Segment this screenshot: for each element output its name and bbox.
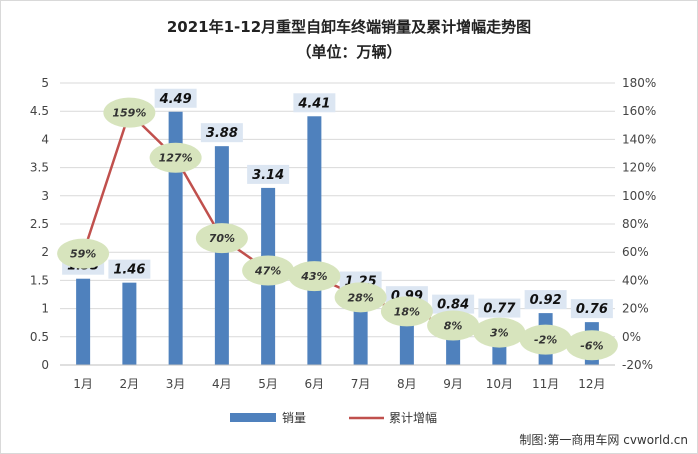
x-tick-label: 6月 <box>305 377 325 391</box>
axis-layer: 0 0.5 1 1.5 2 2.5 3 3.5 4 4.5 5 -20% 0% 20% 40% 60% 80% 1… <box>30 76 656 391</box>
growth-bubble <box>149 142 202 173</box>
bar <box>168 111 183 365</box>
growth-label: 43% <box>300 270 327 283</box>
growth-bubble <box>565 330 618 361</box>
bar-value-label-bg <box>478 298 521 318</box>
bar-value-label: 0.76 <box>576 302 608 317</box>
growth-label: 70% <box>209 232 235 245</box>
y-left-tick-label: 3 <box>41 189 49 203</box>
growth-bubble <box>57 238 110 269</box>
x-tick-label: 1月 <box>73 377 93 391</box>
x-tick-label: 11月 <box>532 377 559 391</box>
x-tick-label: 12月 <box>578 377 605 391</box>
x-tick-label: 7月 <box>351 377 371 391</box>
bar-value-label-bg <box>200 123 243 143</box>
growth-bubble <box>380 296 433 327</box>
x-tick-label: 2月 <box>120 377 140 391</box>
y-right-tick-label: 0% <box>622 330 641 344</box>
growth-bubble <box>242 255 295 286</box>
y-left-tick-label: 3.5 <box>30 161 49 175</box>
y-left-tick-label: 4.5 <box>30 104 49 118</box>
bar-value-label-bg <box>432 294 475 314</box>
y-left-tick-label: 1 <box>41 302 49 316</box>
bar-layer <box>76 111 599 365</box>
growth-label: -2% <box>534 334 557 347</box>
y-right-tick-label: 80% <box>622 217 649 231</box>
y-right-tick-label: 180% <box>622 76 656 90</box>
growth-label: 8% <box>444 320 463 333</box>
x-tick-label: 4月 <box>212 377 232 391</box>
legend-bar-swatch <box>230 413 276 422</box>
y-right-tick-label: 100% <box>622 189 656 203</box>
bar-value-label-bg <box>524 290 567 310</box>
bar-value-label: 3.14 <box>252 168 284 183</box>
y-left-tick-label: 5 <box>41 76 49 90</box>
growth-label: 127% <box>159 152 193 165</box>
growth-label: -6% <box>580 339 603 352</box>
y-left-tick-label: 2.5 <box>30 217 49 231</box>
y-left-tick-label: 0 <box>41 358 49 372</box>
bar-value-label: 4.49 <box>159 92 192 107</box>
label-layer: 1.531.464.493.883.144.411.250.990.840.77… <box>57 88 618 361</box>
y-left-tick-label: 0.5 <box>30 330 49 344</box>
x-tick-label: 3月 <box>166 377 186 391</box>
y-right-tick-label: 160% <box>622 104 656 118</box>
growth-bubble <box>473 317 526 348</box>
y-left-tick-label: 4 <box>41 132 49 146</box>
bar-value-label: 0.92 <box>530 293 562 308</box>
y-right-tick-label: 120% <box>622 161 656 175</box>
y-right-tick-label: 40% <box>622 273 649 287</box>
y-right-tick-label: 20% <box>622 302 649 316</box>
bar <box>307 116 322 365</box>
growth-label: 59% <box>70 248 96 261</box>
y-right-tick-label: 140% <box>622 132 656 146</box>
growth-label: 47% <box>254 265 281 278</box>
source-credit: 制图:第一商用车网 cvworld.cn <box>519 432 688 447</box>
x-tick-label: 8月 <box>397 377 417 391</box>
chart-title: 2021年1-12月重型自卸车终端销量及累计增幅走势图 <box>167 18 531 36</box>
bar <box>122 282 137 365</box>
bar <box>214 146 229 365</box>
growth-bubble <box>103 97 156 128</box>
growth-label: 28% <box>347 291 373 304</box>
growth-bubble <box>427 310 480 341</box>
legend-line-label: 累计增幅 <box>389 410 437 425</box>
growth-label: 18% <box>394 305 420 318</box>
growth-bubble <box>519 324 572 355</box>
bar-value-label-bg <box>293 93 336 113</box>
bar-value-label: 0.84 <box>437 298 469 313</box>
x-tick-label: 10月 <box>486 377 513 391</box>
y-right-tick-label: -20% <box>622 358 653 372</box>
bar-value-label: 0.77 <box>483 302 516 317</box>
bar-value-label-bg <box>247 164 290 184</box>
y-left-tick-label: 1.5 <box>30 273 49 287</box>
bar-value-label-bg <box>154 88 197 108</box>
bar-value-label: 3.88 <box>206 126 238 141</box>
y-left-tick-label: 2 <box>41 245 49 259</box>
legend: 销量 累计增幅 <box>230 410 437 425</box>
growth-bubble <box>288 261 341 292</box>
bar <box>76 278 91 365</box>
growth-label: 159% <box>112 107 146 120</box>
y-right-tick-label: 60% <box>622 245 649 259</box>
legend-bar-label: 销量 <box>282 411 306 425</box>
bar-value-label: 1.46 <box>113 263 145 278</box>
bar-value-label-bg <box>570 299 613 319</box>
x-tick-label: 5月 <box>258 377 278 391</box>
growth-bubble <box>195 223 248 254</box>
growth-bubble <box>334 282 387 313</box>
bar-value-label: 4.41 <box>297 96 330 111</box>
x-tick-label: 9月 <box>443 377 463 391</box>
bar-value-label-bg <box>108 259 151 279</box>
chart-subtitle: （单位：万辆） <box>296 43 401 61</box>
growth-label: 3% <box>490 327 509 340</box>
